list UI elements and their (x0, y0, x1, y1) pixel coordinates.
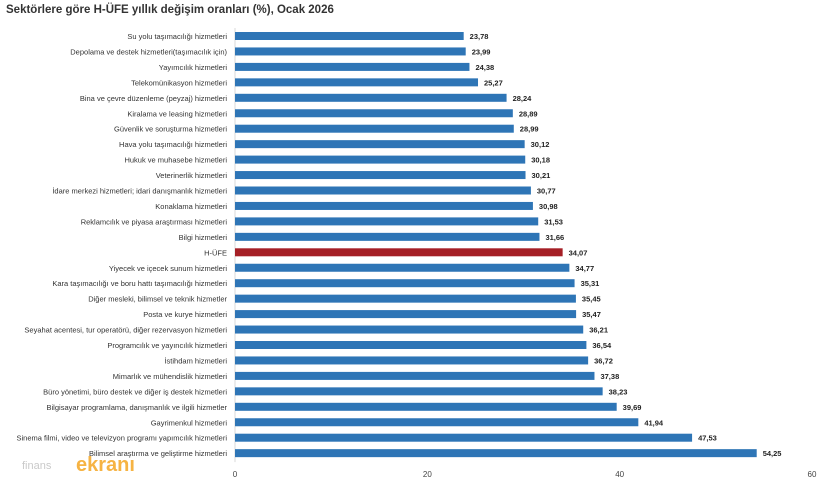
bar (235, 109, 513, 118)
watermark-logo: finans ekranı (18, 452, 148, 480)
bar (235, 47, 466, 56)
bar (235, 387, 603, 396)
category-label: Hukuk ve muhasebe hizmetleri (124, 156, 227, 165)
category-label: Güvenlik ve soruşturma hizmetleri (114, 125, 227, 134)
bar (235, 171, 526, 180)
data-label: 37,38 (600, 372, 619, 381)
bar (235, 62, 470, 71)
category-label: Gayrimenkul hizmetleri (151, 418, 228, 427)
category-label: Veterinerlik hizmetleri (156, 171, 228, 180)
bar (235, 78, 479, 87)
watermark-text: ekranı (76, 454, 135, 476)
category-label: Konaklama hizmetleri (155, 202, 227, 211)
x-tick-label: 20 (423, 470, 432, 479)
category-label: Diğer mesleki, bilimsel ve teknik hizmet… (88, 295, 227, 304)
data-label: 30,21 (532, 171, 551, 180)
data-label: 36,72 (594, 356, 613, 365)
data-label: 47,53 (698, 434, 717, 443)
data-label: 54,25 (763, 449, 782, 458)
category-label: Programcılık ve yayıncılık hizmetleri (107, 341, 227, 350)
x-tick-label: 60 (808, 470, 817, 479)
x-tick-label: 0 (233, 470, 238, 479)
category-label: Sinema filmi, video ve televizyon progra… (17, 434, 228, 443)
category-label: Su yolu taşımacılığı hizmetleri (127, 32, 227, 41)
data-label: 34,07 (569, 248, 588, 257)
data-label: 41,94 (644, 418, 664, 427)
category-label: Bilgi hizmetleri (179, 233, 228, 242)
bar (235, 155, 526, 164)
data-label: 36,21 (589, 326, 608, 335)
data-label: 31,66 (545, 233, 564, 242)
data-label: 34,77 (575, 264, 594, 273)
data-label: 23,99 (472, 47, 491, 56)
category-label: Yayımcılık hizmetleri (159, 63, 228, 72)
data-label: 28,89 (519, 109, 538, 118)
bar (235, 341, 587, 349)
bar (235, 310, 577, 319)
category-label: Bina ve çevre düzenleme (peyzaj) hizmetl… (80, 94, 227, 103)
bar (235, 356, 589, 365)
watermark-prefix: finans (22, 460, 52, 472)
category-label: Bilgisayar programlama, danışmanlık ve i… (47, 403, 228, 412)
category-label: Posta ve kurye hizmetleri (143, 310, 227, 319)
data-label: 23,78 (470, 32, 489, 41)
bar (235, 124, 514, 133)
bar (235, 325, 584, 334)
data-label: 24,38 (475, 63, 494, 72)
bar (235, 294, 576, 303)
data-label: 25,27 (484, 78, 503, 87)
category-label: İstihdam hizmetleri (164, 356, 227, 365)
bar (235, 279, 575, 288)
category-label: Reklamcılık ve piyasa araştırması hizmet… (81, 217, 228, 226)
bar (235, 433, 693, 442)
bar (235, 93, 507, 102)
data-label: 30,18 (531, 156, 550, 165)
chart-title: Sektörlere göre H-ÜFE yıllık değişim ora… (6, 4, 334, 16)
category-label: Depolama ve destek hizmetleri(taşımacılı… (70, 47, 227, 56)
bar (235, 263, 570, 272)
data-label: 38,23 (609, 387, 628, 396)
bar (235, 418, 639, 427)
bar (235, 449, 757, 458)
category-label: Seyahat acentesi, tur operatörü, diğer r… (24, 326, 227, 335)
category-label: Kiralama ve leasing hizmetleri (127, 109, 227, 118)
bar (235, 371, 595, 380)
bar (235, 217, 539, 226)
category-label: Yiyecek ve içecek sunum hizmetleri (109, 264, 227, 273)
data-label: 35,47 (582, 310, 601, 319)
bar (235, 186, 531, 195)
bar (235, 248, 563, 257)
data-label: 35,31 (581, 279, 600, 288)
data-label: 30,98 (539, 202, 558, 211)
bar (235, 140, 525, 149)
category-label: Mimarlık ve mühendislik hizmetleri (113, 372, 228, 381)
data-label: 35,45 (582, 295, 601, 304)
data-label: 30,77 (537, 187, 556, 196)
bar (235, 402, 617, 411)
x-tick-label: 40 (615, 470, 624, 479)
data-label: 28,99 (520, 125, 539, 134)
data-label: 39,69 (623, 403, 642, 412)
category-label: Telekomünikasyon hizmetleri (131, 78, 227, 87)
category-label: Bilimsel araştırma ve geliştirme hizmetl… (89, 449, 227, 458)
category-label: Büro yönetimi, büro destek ve diğer iş d… (43, 387, 227, 396)
category-label: Hava yolu taşımacılığı hizmetleri (119, 140, 227, 149)
category-label: Kara taşımacılığı ve boru hattı taşımacı… (52, 279, 227, 288)
data-label: 36,54 (592, 341, 612, 350)
data-label: 30,12 (531, 140, 550, 149)
bar (235, 232, 540, 241)
bar (235, 201, 533, 210)
data-label: 31,53 (544, 217, 563, 226)
data-label: 28,24 (513, 94, 533, 103)
bar (235, 32, 464, 40)
category-label: H-ÜFE (204, 248, 227, 257)
category-label: İdare merkezi hizmetleri; idari danışman… (52, 187, 227, 196)
